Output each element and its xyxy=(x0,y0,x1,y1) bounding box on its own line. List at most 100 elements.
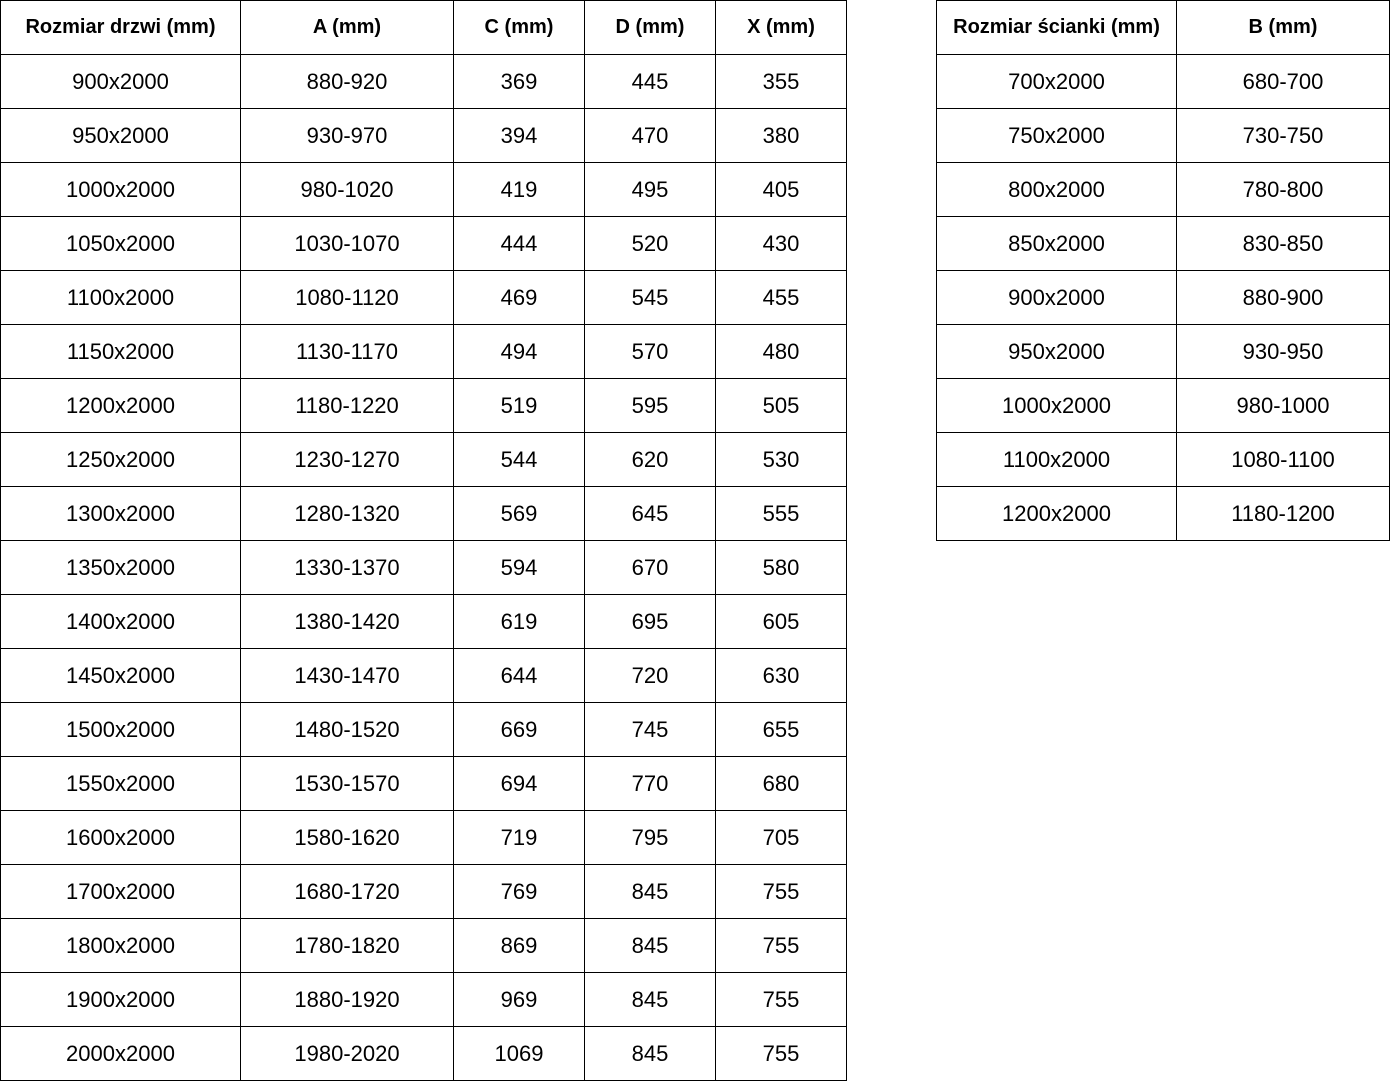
table-cell: 1200x2000 xyxy=(936,486,1177,541)
table-cell: 1080-1120 xyxy=(240,270,454,325)
table-cell: 1180-1220 xyxy=(240,378,454,433)
table-cell: 1180-1200 xyxy=(1176,486,1390,541)
table-cell: 1900x2000 xyxy=(0,972,241,1027)
table-cell: 619 xyxy=(453,594,585,649)
table-cell: 655 xyxy=(715,702,847,757)
table-cell: 780-800 xyxy=(1176,162,1390,217)
table-cell: 594 xyxy=(453,540,585,595)
table-cell: 455 xyxy=(715,270,847,325)
table-cell: 1000x2000 xyxy=(0,162,241,217)
table-cell: 570 xyxy=(584,324,716,379)
table-cell: 845 xyxy=(584,864,716,919)
table-cell: 545 xyxy=(584,270,716,325)
table-row: 800x2000 780-800 xyxy=(936,162,1390,217)
table-cell: 505 xyxy=(715,378,847,433)
table-cell: 880-900 xyxy=(1176,270,1390,325)
table-row: 1200x2000 1180-1200 xyxy=(936,486,1390,541)
table-cell: 1330-1370 xyxy=(240,540,454,595)
table-cell: 705 xyxy=(715,810,847,865)
table-cell: 1280-1320 xyxy=(240,486,454,541)
table-cell: 1350x2000 xyxy=(0,540,241,595)
table-cell: 1580-1620 xyxy=(240,810,454,865)
table-cell: 769 xyxy=(453,864,585,919)
column-header: D (mm) xyxy=(584,0,716,55)
table-cell: 680 xyxy=(715,756,847,811)
table-cell: 1100x2000 xyxy=(0,270,241,325)
table-cell: 755 xyxy=(715,1026,847,1081)
table-row: 950x2000 930-950 xyxy=(936,324,1390,379)
table-row: 1350x2000 1330-1370 594 670 580 xyxy=(0,540,847,595)
table-cell: 900x2000 xyxy=(936,270,1177,325)
table-cell: 950x2000 xyxy=(0,108,241,163)
column-header: X (mm) xyxy=(715,0,847,55)
table-row: 1800x2000 1780-1820 869 845 755 xyxy=(0,918,847,973)
table-cell: 430 xyxy=(715,216,847,271)
table-cell: 480 xyxy=(715,324,847,379)
table-row: 1000x2000 980-1000 xyxy=(936,378,1390,433)
table-cell: 900x2000 xyxy=(0,54,241,109)
table-row: 900x2000 880-900 xyxy=(936,270,1390,325)
table-cell: 720 xyxy=(584,648,716,703)
table-cell: 670 xyxy=(584,540,716,595)
table-row: 1700x2000 1680-1720 769 845 755 xyxy=(0,864,847,919)
table-cell: 1130-1170 xyxy=(240,324,454,379)
table-cell: 369 xyxy=(453,54,585,109)
table-row: 1900x2000 1880-1920 969 845 755 xyxy=(0,972,847,1027)
table-cell: 405 xyxy=(715,162,847,217)
table-cell: 795 xyxy=(584,810,716,865)
table-row: 900x2000 880-920 369 445 355 xyxy=(0,54,847,109)
table-cell: 445 xyxy=(584,54,716,109)
table-cell: 555 xyxy=(715,486,847,541)
table-cell: 1700x2000 xyxy=(0,864,241,919)
table-cell: 1080-1100 xyxy=(1176,432,1390,487)
table-row: 1250x2000 1230-1270 544 620 530 xyxy=(0,432,847,487)
table-cell: 1400x2000 xyxy=(0,594,241,649)
table-cell: 1980-2020 xyxy=(240,1026,454,1081)
table-cell: 755 xyxy=(715,972,847,1027)
table-cell: 1480-1520 xyxy=(240,702,454,757)
table-cell: 1600x2000 xyxy=(0,810,241,865)
table-cell: 980-1020 xyxy=(240,162,454,217)
table-cell: 845 xyxy=(584,918,716,973)
table-row: 2000x2000 1980-2020 1069 845 755 xyxy=(0,1026,847,1081)
table-cell: 1680-1720 xyxy=(240,864,454,919)
table-cell: 519 xyxy=(453,378,585,433)
table-cell: 1550x2000 xyxy=(0,756,241,811)
table-cell: 544 xyxy=(453,432,585,487)
table-cell: 1880-1920 xyxy=(240,972,454,1027)
table-cell: 730-750 xyxy=(1176,108,1390,163)
table-cell: 1530-1570 xyxy=(240,756,454,811)
table-row: 950x2000 930-970 394 470 380 xyxy=(0,108,847,163)
table-cell: 595 xyxy=(584,378,716,433)
table-cell: 969 xyxy=(453,972,585,1027)
table-cell: 755 xyxy=(715,864,847,919)
header-row: Rozmiar ścianki (mm) B (mm) xyxy=(936,0,1390,55)
table-cell: 645 xyxy=(584,486,716,541)
table-cell: 1300x2000 xyxy=(0,486,241,541)
table-cell: 755 xyxy=(715,918,847,973)
table-cell: 1430-1470 xyxy=(240,648,454,703)
table-row: 850x2000 830-850 xyxy=(936,216,1390,271)
table-row: 1550x2000 1530-1570 694 770 680 xyxy=(0,756,847,811)
table-cell: 719 xyxy=(453,810,585,865)
table-cell: 1000x2000 xyxy=(936,378,1177,433)
table-cell: 630 xyxy=(715,648,847,703)
table-cell: 470 xyxy=(584,108,716,163)
table-cell: 469 xyxy=(453,270,585,325)
table-cell: 394 xyxy=(453,108,585,163)
table-cell: 1050x2000 xyxy=(0,216,241,271)
table-row: 1450x2000 1430-1470 644 720 630 xyxy=(0,648,847,703)
column-header: A (mm) xyxy=(240,0,454,55)
table-cell: 1200x2000 xyxy=(0,378,241,433)
column-header: C (mm) xyxy=(453,0,585,55)
table-cell: 700x2000 xyxy=(936,54,1177,109)
table-cell: 520 xyxy=(584,216,716,271)
table-cell: 620 xyxy=(584,432,716,487)
table-cell: 830-850 xyxy=(1176,216,1390,271)
table-cell: 380 xyxy=(715,108,847,163)
table-cell: 869 xyxy=(453,918,585,973)
table-cell: 800x2000 xyxy=(936,162,1177,217)
header-row: Rozmiar drzwi (mm) A (mm) C (mm) D (mm) X (m… xyxy=(0,0,847,55)
table-cell: 770 xyxy=(584,756,716,811)
table-cell: 1500x2000 xyxy=(0,702,241,757)
